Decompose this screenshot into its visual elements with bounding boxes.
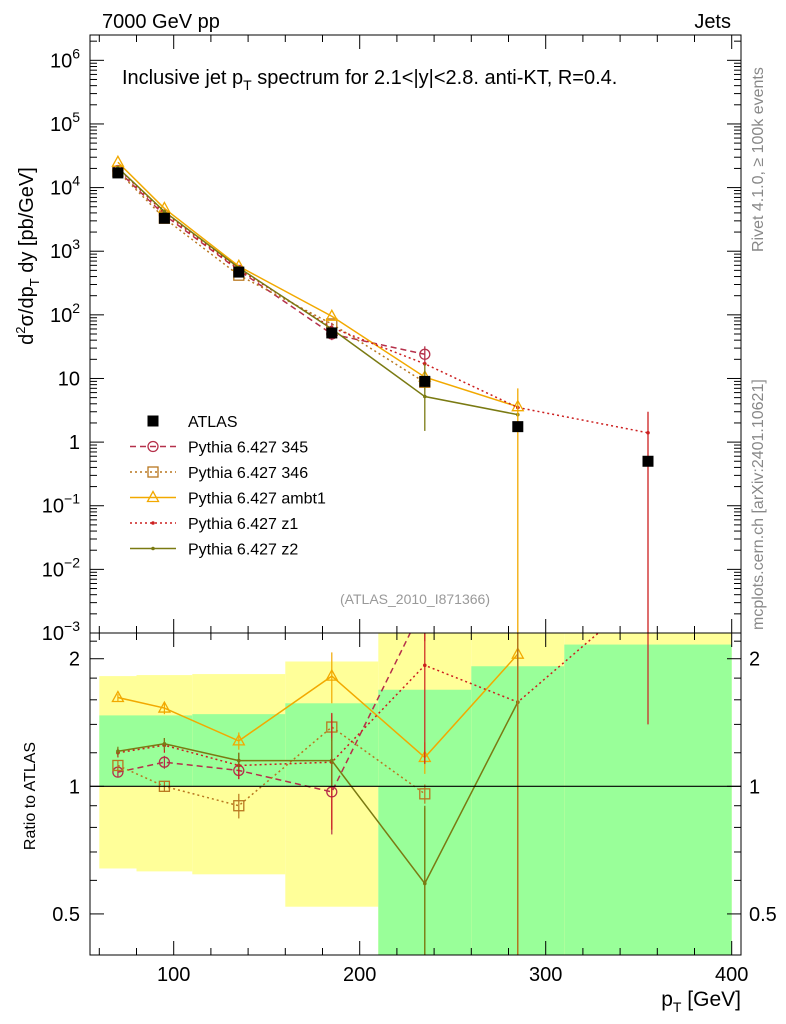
legend-marker-p346 <box>147 466 159 478</box>
main-plot-series <box>111 154 654 633</box>
legend-marker-atlas <box>147 415 159 427</box>
ratio-y-tick-label-right: 2 <box>749 649 760 671</box>
series-line-z1 <box>117 167 649 434</box>
ratio-point-z1 <box>423 663 427 668</box>
ratio-plot-series <box>111 633 649 955</box>
ratio-line-ambt1 <box>117 653 519 759</box>
legend-label-ambt1: Pythia 6.427 ambt1 <box>188 491 326 508</box>
series-line-p346 <box>117 170 426 383</box>
atlas-data-point <box>112 167 124 179</box>
ratio-y-axis-title: Ratio to ATLAS <box>22 742 39 850</box>
y-tick-label: 103 <box>50 236 80 263</box>
process-label: Jets <box>694 11 731 33</box>
atlas-data-point <box>158 212 170 224</box>
y-axis-title: d2σ/dpT dy [pb/GeV] <box>13 167 42 345</box>
x-tick-label: 100 <box>157 964 190 986</box>
ratio-point-ambt1 <box>157 700 171 713</box>
x-axis-title: pT [GeV] <box>661 988 741 1015</box>
site-label: mcplots.cern.ch [arXiv:2401.10621] <box>750 379 767 630</box>
y-tick-label: 10−3 <box>42 618 80 645</box>
atlas-data-point <box>512 421 524 433</box>
series-line-z2 <box>117 167 518 416</box>
axes: 100 200 300 40010610510410310210110−110−210… <box>42 35 777 986</box>
y-tick-label: 102 <box>50 300 80 327</box>
ratio-line-z2 <box>117 701 519 885</box>
series-line-p345 <box>117 170 425 356</box>
legend-marker-z2 <box>151 546 155 551</box>
ratio-y-tick-label-right: 1 <box>749 776 760 798</box>
ratio-point-p346 <box>233 800 245 812</box>
ratio-point-z2 <box>162 741 167 746</box>
ratio-point-p346 <box>419 788 431 800</box>
series-point-ambt1 <box>111 154 125 167</box>
ratio-point-p346 <box>112 759 124 772</box>
y-tick-label: 10−2 <box>42 554 80 581</box>
rivet-label: Rivet 4.1.0, ≥ 100k events <box>750 67 767 252</box>
x-tick-label: 300 <box>529 964 562 986</box>
x-tick-label: 400 <box>715 964 748 986</box>
x-tick-label: 200 <box>343 964 376 986</box>
legend-marker-p345 <box>147 440 159 453</box>
atlas-data-point <box>326 327 338 339</box>
ratio-y-tick-label: 0.5 <box>52 904 80 926</box>
ratio-point-ambt1 <box>111 690 125 703</box>
legend-marker-ambt1 <box>146 490 160 503</box>
atlas-data-point <box>233 266 245 278</box>
legend-label-atlas: ATLAS <box>188 414 238 431</box>
ratio-plot-frame <box>89 632 742 956</box>
y-tick-label: 104 <box>50 173 80 200</box>
legend-label-p345: Pythia 6.427 345 <box>188 440 308 457</box>
atlas-data-point <box>419 375 431 387</box>
ratio-y-tick-label: 2 <box>69 649 80 671</box>
ratio-point-ambt1 <box>232 733 246 746</box>
series-point-z2 <box>162 209 167 214</box>
legend: ATLAS Pythia 6.427 345 Pythia 6.427 346 Pyt… <box>130 414 326 559</box>
y-tick-label: 1 <box>69 432 80 454</box>
ratio-point-p345 <box>158 756 171 768</box>
legend-label-p346: Pythia 6.427 346 <box>188 465 308 482</box>
legend-marker-z1 <box>151 521 155 525</box>
legend-label-z2: Pythia 6.427 z2 <box>188 542 298 559</box>
ratio-point-ambt1 <box>325 668 339 681</box>
series-line-ambt1 <box>117 161 519 408</box>
chart-title: Inclusive jet pT spectrum for 2.1<|y|<2.… <box>122 67 617 93</box>
y-tick-label: 10 <box>58 368 80 390</box>
analysis-label: (ATLAS_2010_I871366) <box>340 591 490 607</box>
y-tick-label: 106 <box>50 45 80 72</box>
y-tick-label: 10−1 <box>42 491 80 518</box>
y-tick-label: 105 <box>50 109 80 136</box>
energy-label: 7000 GeV pp <box>102 11 220 33</box>
atlas-data-point <box>642 455 654 467</box>
ratio-point-z2 <box>116 749 120 754</box>
ratio-point-z2 <box>330 758 334 763</box>
ratio-uncertainty-bands <box>99 633 732 955</box>
legend-label-z1: Pythia 6.427 z1 <box>188 516 298 533</box>
ratio-y-tick-label-right: 0.5 <box>749 904 777 926</box>
series-point-ambt1 <box>325 308 339 321</box>
ratio-point-z2 <box>237 758 241 763</box>
ratio-y-tick-label: 1 <box>69 776 80 798</box>
